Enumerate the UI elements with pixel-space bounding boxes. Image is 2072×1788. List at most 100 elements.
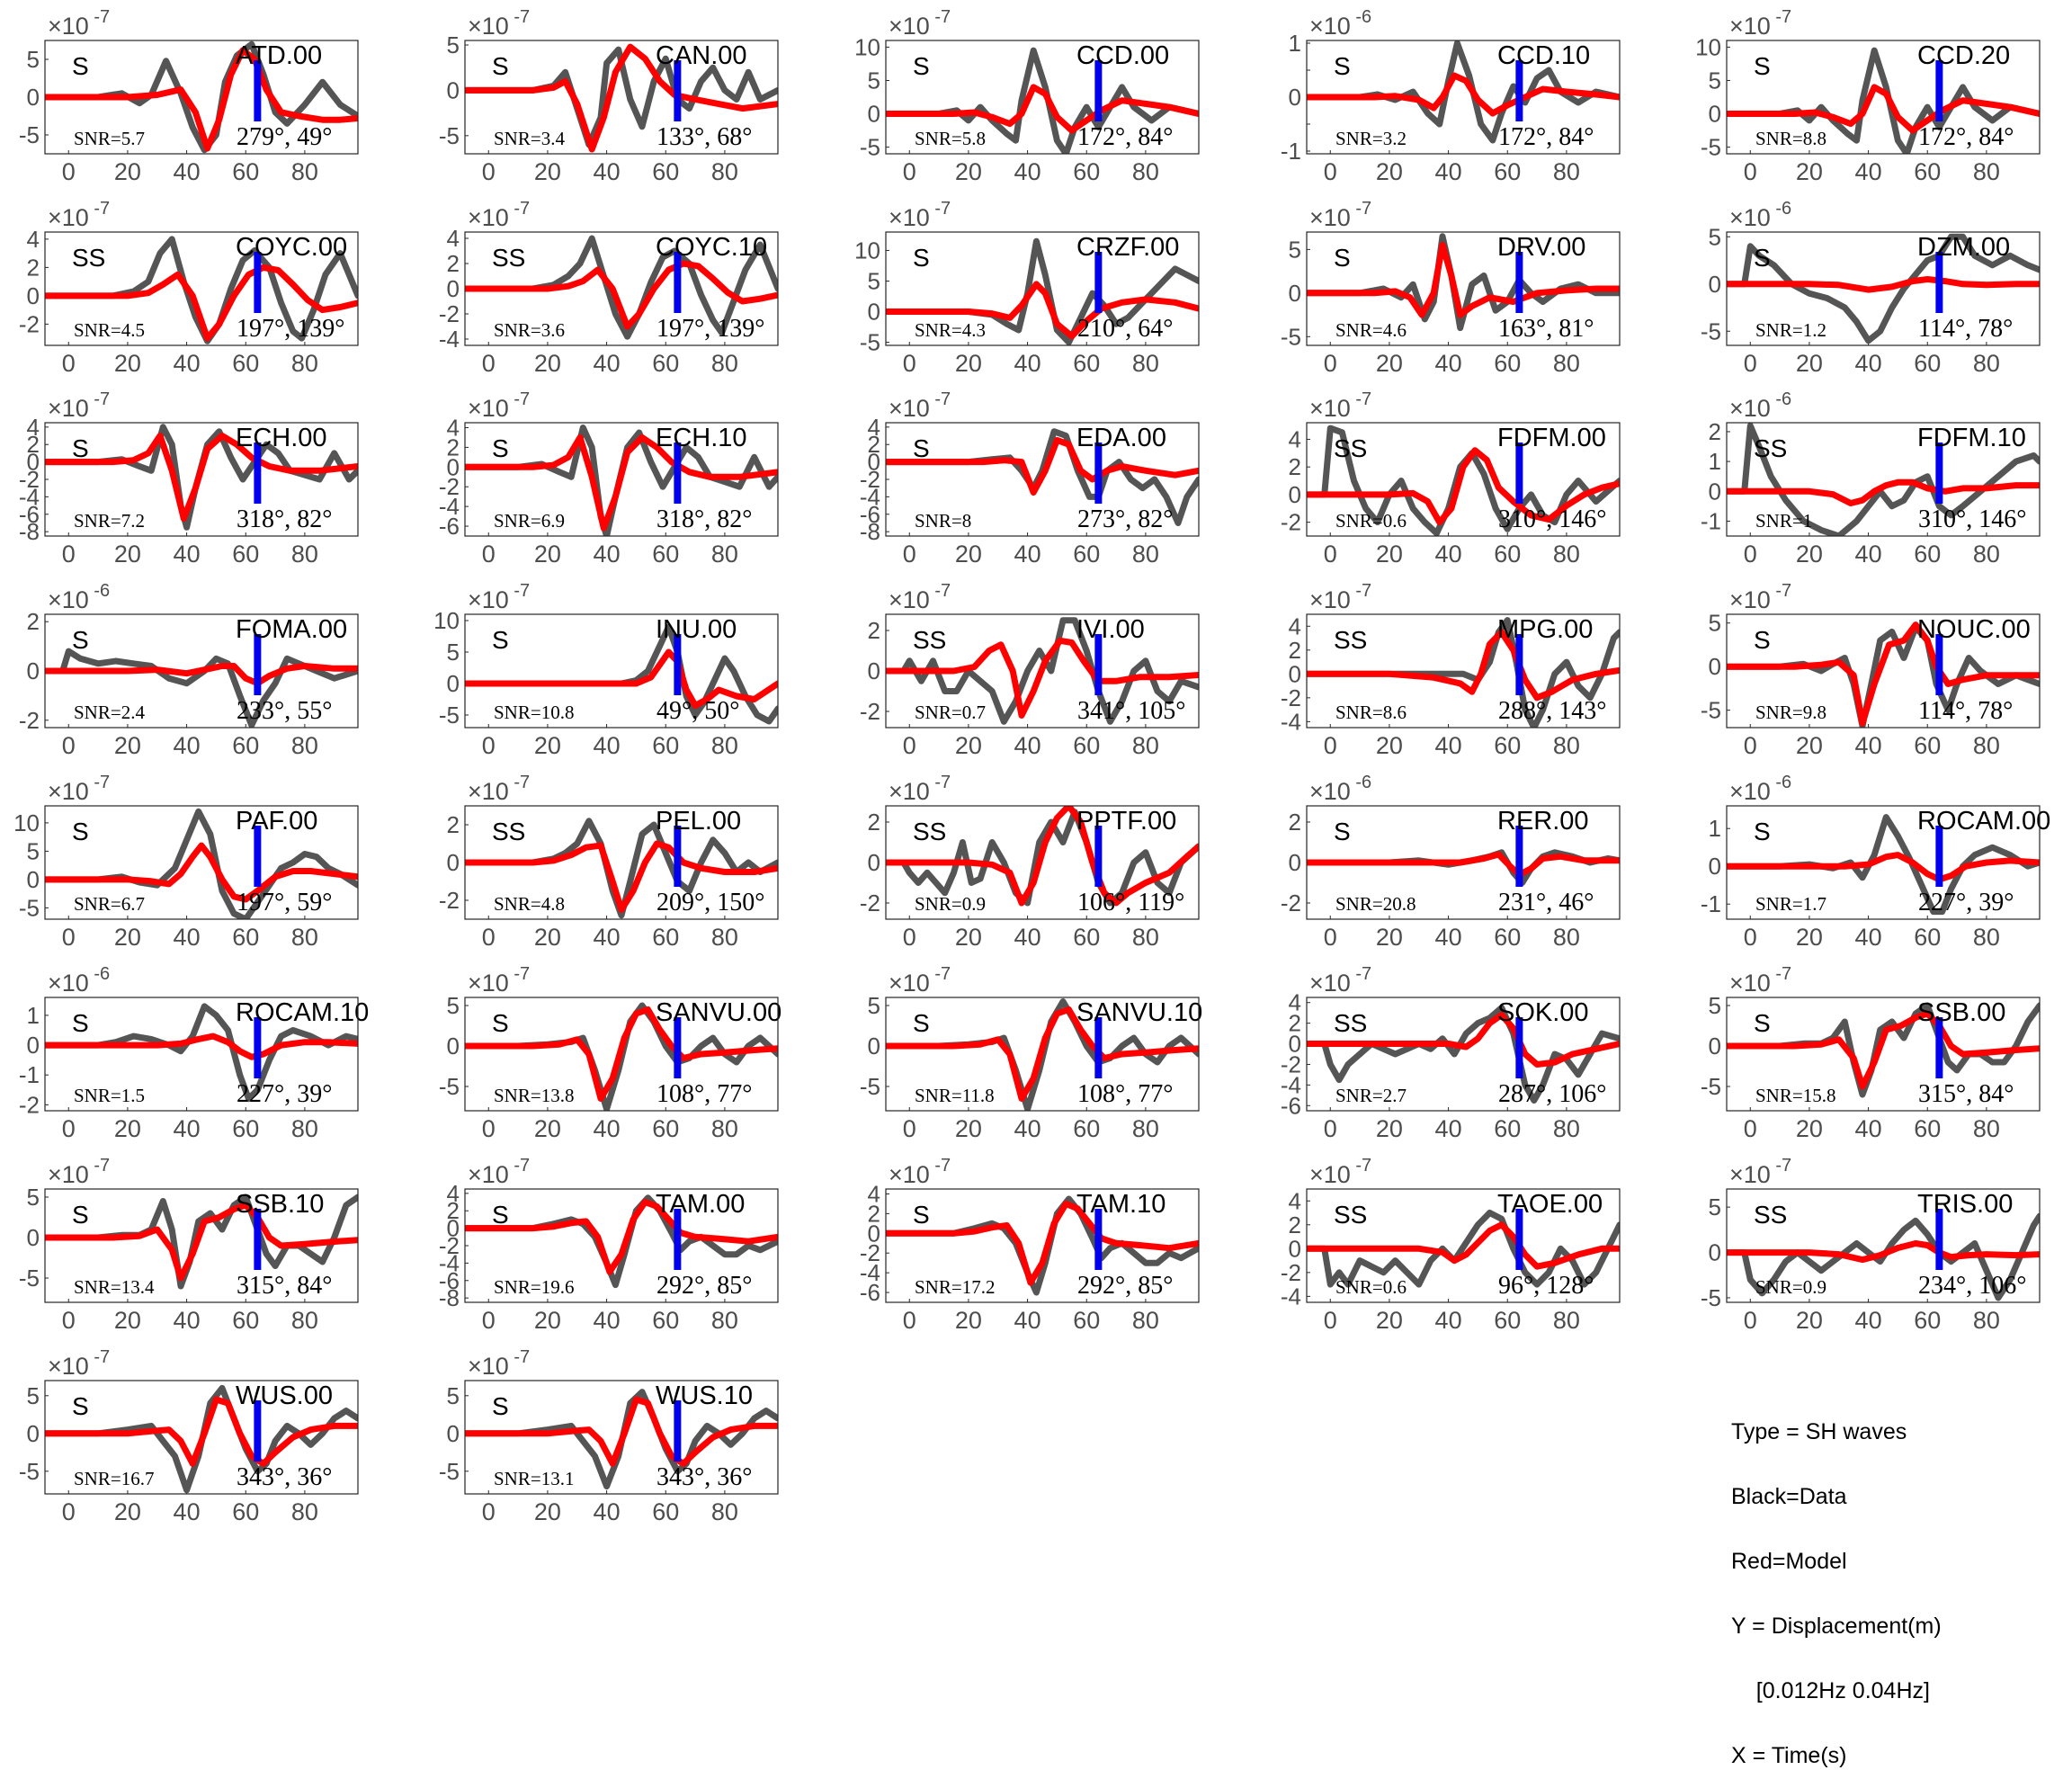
x-tick-label: 40 (594, 1115, 621, 1142)
snr-label: SNR=13.1 (494, 1468, 574, 1489)
phase-label: SS (72, 244, 105, 272)
y-tick-label: 5 (447, 1382, 460, 1409)
x-tick-label: 80 (711, 1307, 738, 1334)
y-tick-label: 5 (27, 1184, 40, 1211)
x-tick-label: 20 (114, 158, 141, 185)
x-tick-label: 40 (1014, 924, 1041, 951)
station-label: FOMA.00 (236, 615, 347, 644)
x-tick-label: 60 (1914, 732, 1941, 759)
legend-y: Y = Displacement(m) (1731, 1614, 1942, 1639)
station-label: TAOE.00 (1497, 1190, 1603, 1219)
phase-label: S (492, 1201, 509, 1229)
phase-label: S (913, 244, 930, 272)
x-tick-label: 40 (594, 1307, 621, 1334)
model-trace (45, 264, 358, 342)
y-tick-label: 4 (1289, 989, 1301, 1016)
x-tick-label: 60 (652, 541, 679, 568)
y-tick-label: 0 (1289, 660, 1301, 687)
x-tick-label: 0 (62, 1498, 76, 1525)
azimuth-label: 108°, 77° (656, 1080, 752, 1108)
snr-label: SNR=1 (1755, 510, 1812, 532)
y-tick-label: -4 (439, 493, 460, 520)
x-tick-label: 60 (232, 732, 259, 759)
phase-label: S (1334, 244, 1351, 272)
y-tick-label: -5 (1281, 323, 1301, 350)
axes-frame (1726, 40, 2041, 155)
axes-frame (1306, 613, 1621, 729)
axes-frame (464, 1188, 779, 1303)
x-tick-label: 40 (1014, 1307, 1041, 1334)
y-tick-label: -4 (1281, 708, 1301, 735)
station-label: NOUC.00 (1917, 615, 2031, 644)
x-tick-label: 0 (1324, 541, 1337, 568)
y-exponent-label: ×10 -7 (1309, 389, 1371, 422)
y-tick-label: 2 (868, 431, 880, 458)
axes-frame (1306, 231, 1621, 346)
x-tick-label: 40 (1014, 732, 1041, 759)
axes-frame (885, 613, 1200, 729)
azimuth-label: 315°, 84° (1918, 1080, 2014, 1108)
x-tick-label: 0 (1324, 158, 1337, 185)
station-label: SSB.00 (1917, 998, 2005, 1027)
y-tick-label: 10 (854, 237, 880, 264)
panel-nouc-00: 0 20 40 60 80 -5 0 5 ×10 -7 S NOUC.00 SNR=9.8 114°, … (1701, 581, 2041, 759)
snr-label: SNR=3.2 (1335, 128, 1407, 149)
y-exponent-label: ×10 -6 (1309, 773, 1371, 805)
x-tick-label: 80 (1973, 1115, 2000, 1142)
y-tick-label: -2 (860, 890, 880, 916)
phase-label: S (72, 1009, 89, 1037)
x-tick-label: 80 (1553, 541, 1580, 568)
snr-label: SNR=5.8 (915, 128, 986, 149)
x-tick-label: 60 (1914, 158, 1941, 185)
y-exponent-label: ×10 -7 (889, 964, 951, 997)
x-tick-label: 0 (62, 732, 76, 759)
station-label: PEL.00 (656, 807, 741, 836)
x-tick-label: 40 (1855, 158, 1882, 185)
station-label: ROCAM.00 (1917, 807, 2050, 836)
x-tick-label: 0 (903, 541, 916, 568)
axes-frame (44, 613, 359, 729)
y-tick-label: -5 (19, 1265, 40, 1292)
y-exponent-label: ×10 -6 (1729, 773, 1791, 805)
axes-frame (464, 1380, 779, 1495)
x-tick-label: 40 (594, 924, 621, 951)
model-trace (45, 842, 358, 903)
snr-label: SNR=10.8 (494, 702, 574, 723)
y-tick-label: -2 (19, 466, 40, 493)
azimuth-label: 279°, 49° (237, 123, 332, 151)
y-tick-label: -2 (439, 473, 460, 500)
y-tick-label: -6 (1281, 1092, 1301, 1119)
data-trace (465, 235, 778, 340)
axes-frame (1726, 805, 2041, 920)
x-tick-label: 20 (114, 1307, 141, 1334)
y-exponent-label: ×10 -7 (1309, 964, 1371, 997)
snr-label: SNR=8 (915, 510, 971, 532)
snr-label: SNR=11.8 (915, 1085, 995, 1106)
model-trace (45, 433, 358, 523)
y-tick-label: 0 (868, 849, 880, 876)
model-trace (1727, 1240, 2040, 1264)
y-tick-label: 0 (27, 866, 40, 893)
x-tick-label: 0 (1744, 158, 1757, 185)
station-label: TAM.10 (1076, 1190, 1166, 1219)
snr-label: SNR=4.5 (74, 319, 145, 341)
axes-frame (44, 40, 359, 155)
x-tick-label: 60 (652, 924, 679, 951)
panel-inu-00: 0 20 40 60 80 -5 0 5 10 ×10 -7 S INU.00 SNR=10.8 49°,… (433, 581, 779, 759)
x-tick-label: 0 (482, 1307, 496, 1334)
legend-band: [0.012Hz 0.04Hz] (1731, 1678, 1930, 1703)
phase-label: S (1334, 818, 1351, 845)
panel-can-00: 0 20 40 60 80 -5 0 5 ×10 -7 S CAN.00 SNR=3.4 133°, 6… (439, 7, 779, 185)
y-tick-label: 5 (447, 639, 460, 666)
azimuth-label: 227°, 39° (237, 1080, 332, 1108)
x-tick-label: 20 (955, 1307, 982, 1334)
model-trace (465, 434, 778, 532)
y-exponent-label: ×10 -6 (1309, 7, 1371, 40)
model-trace (886, 281, 1199, 340)
x-tick-label: 80 (1553, 924, 1580, 951)
station-label: TRIS.00 (1917, 1190, 2013, 1219)
